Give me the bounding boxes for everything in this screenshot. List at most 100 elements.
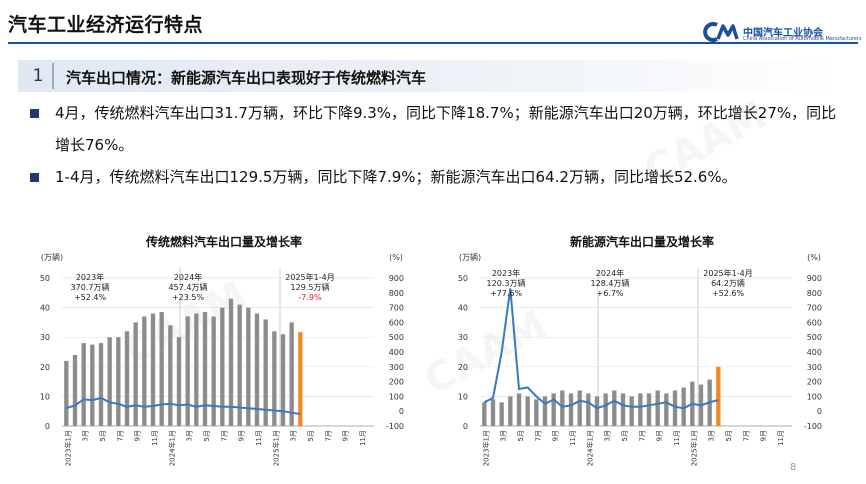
export-bar	[98, 343, 104, 426]
export-bar	[228, 298, 234, 426]
x-tick-label: 7月	[534, 430, 542, 441]
section-title: 汽车出口情况：新能源汽车出口表现好于传统燃料汽车	[66, 69, 427, 87]
export-bar	[185, 316, 190, 426]
export-bar	[490, 399, 496, 426]
logo-name: 中国汽车工业协会	[743, 28, 823, 39]
export-bar	[612, 390, 617, 426]
y2-tick-label: -100	[804, 422, 822, 431]
x-tick-label: 5月	[203, 430, 211, 441]
page-number: 8	[790, 462, 797, 473]
y-axis-unit-right: (%)	[389, 253, 403, 262]
export-bar	[142, 316, 147, 426]
caam-logo-icon	[703, 22, 739, 42]
export-bar	[150, 313, 156, 426]
y-tick-label: 10	[458, 392, 468, 401]
export-bar	[280, 334, 286, 426]
logo: 中国汽车工业协会 China Association of Automobile…	[703, 22, 863, 42]
export-bar	[220, 307, 225, 426]
y2-tick-label: 0	[817, 407, 822, 416]
export-bar	[124, 331, 130, 426]
annotation-label: 2025年1-4月	[285, 272, 334, 282]
annotation-label: 64.2万辆	[711, 278, 745, 288]
export-bar	[516, 393, 522, 426]
export-bar	[638, 393, 643, 426]
export-bar	[263, 319, 268, 426]
export-bar	[482, 402, 487, 426]
y-tick-label: 10	[40, 392, 50, 401]
export-bar	[194, 313, 199, 426]
annotation-label: 2025年1-4月	[703, 268, 752, 278]
x-tick-label: 9月	[134, 430, 142, 441]
annotation-label: 2023年	[76, 272, 104, 282]
y2-tick-label: 100	[389, 392, 404, 401]
annotation-label: +6.7%	[596, 289, 623, 298]
annotation-label: 128.4万辆	[591, 278, 630, 288]
y2-tick-label: 500	[389, 333, 404, 342]
growth-rate-line	[65, 396, 301, 415]
export-bar	[237, 304, 242, 426]
export-bar	[603, 393, 608, 426]
export-bar	[672, 390, 678, 426]
annotation-label: 129.5万辆	[291, 282, 330, 292]
export-bar	[168, 325, 173, 426]
x-tick-label: 2024年1月	[167, 430, 176, 466]
y2-tick-label: 800	[807, 289, 822, 298]
export-bar	[246, 307, 251, 426]
x-tick-label: 11月	[359, 430, 367, 446]
chart-title: 传统燃料汽车出口量及增长率	[145, 234, 302, 249]
x-tick-label: 2024年1月	[585, 430, 594, 466]
y-tick-label: 40	[458, 304, 468, 313]
export-bar	[211, 316, 216, 426]
export-bar	[133, 322, 138, 426]
x-tick-label: 5月	[621, 430, 629, 441]
chart-ice-export: 传统燃料汽车出口量及增长率 (万辆) (%) 0 10 20 30 40 50 -100 0 100 2…	[40, 234, 404, 466]
x-tick-label: 9月	[760, 430, 768, 441]
x-tick-label: 7月	[220, 430, 228, 441]
y2-tick-label: 300	[807, 363, 822, 372]
x-tick-label: 9月	[656, 430, 664, 441]
y-tick-label: 30	[458, 333, 468, 342]
x-tick-label: 5月	[99, 430, 107, 441]
export-bar	[586, 393, 591, 426]
x-tick-label: 3月	[82, 430, 90, 441]
y2-tick-label: 400	[389, 348, 404, 357]
annotation-label: 2023年	[492, 268, 520, 278]
x-tick-label: 2023年1月	[63, 430, 72, 466]
x-tick-label: 9月	[342, 430, 350, 441]
y2-tick-label: 700	[389, 304, 404, 313]
export-bar	[289, 322, 294, 426]
section-banner	[18, 60, 840, 92]
x-tick-label: 7月	[742, 430, 750, 441]
x-tick-label: 7月	[638, 430, 646, 441]
export-bar	[81, 343, 86, 426]
y2-tick-label: 600	[389, 318, 404, 327]
x-tick-label: 11月	[151, 430, 159, 446]
annotation-label: -7.9%	[298, 293, 322, 302]
annotation-label: +23.5%	[172, 293, 205, 302]
x-tick-label: 7月	[324, 430, 332, 441]
growth-rate-line	[483, 288, 719, 410]
export-bar	[64, 360, 69, 426]
y-tick-label: 30	[40, 333, 50, 342]
y-axis-unit-right: (%)	[807, 253, 821, 262]
y2-tick-label: 400	[807, 348, 822, 357]
annotation-label: 2024年	[174, 272, 202, 282]
y2-tick-label: 900	[807, 274, 822, 283]
y2-tick-label: 800	[389, 289, 404, 298]
export-bar	[272, 331, 277, 426]
y-tick-label: 40	[40, 304, 50, 313]
y-tick-label: 50	[458, 274, 468, 283]
export-bar	[542, 396, 548, 426]
y2-tick-label: 200	[807, 378, 822, 387]
export-bar	[298, 332, 303, 426]
annotation-label: 120.3万辆	[487, 278, 526, 288]
export-bar	[664, 393, 669, 426]
export-bar	[716, 366, 721, 426]
x-tick-label: 11月	[673, 430, 681, 446]
annotation-label: +52.4%	[74, 293, 107, 302]
export-bar	[551, 393, 556, 426]
section-number: 1	[24, 63, 54, 89]
bullet-text-1: 4月，传统燃料汽车出口31.7万辆，环比下降9.3%，同比下降18.7%；新能源…	[55, 104, 837, 154]
y2-tick-label: 600	[807, 318, 822, 327]
x-tick-label: 3月	[186, 430, 194, 441]
